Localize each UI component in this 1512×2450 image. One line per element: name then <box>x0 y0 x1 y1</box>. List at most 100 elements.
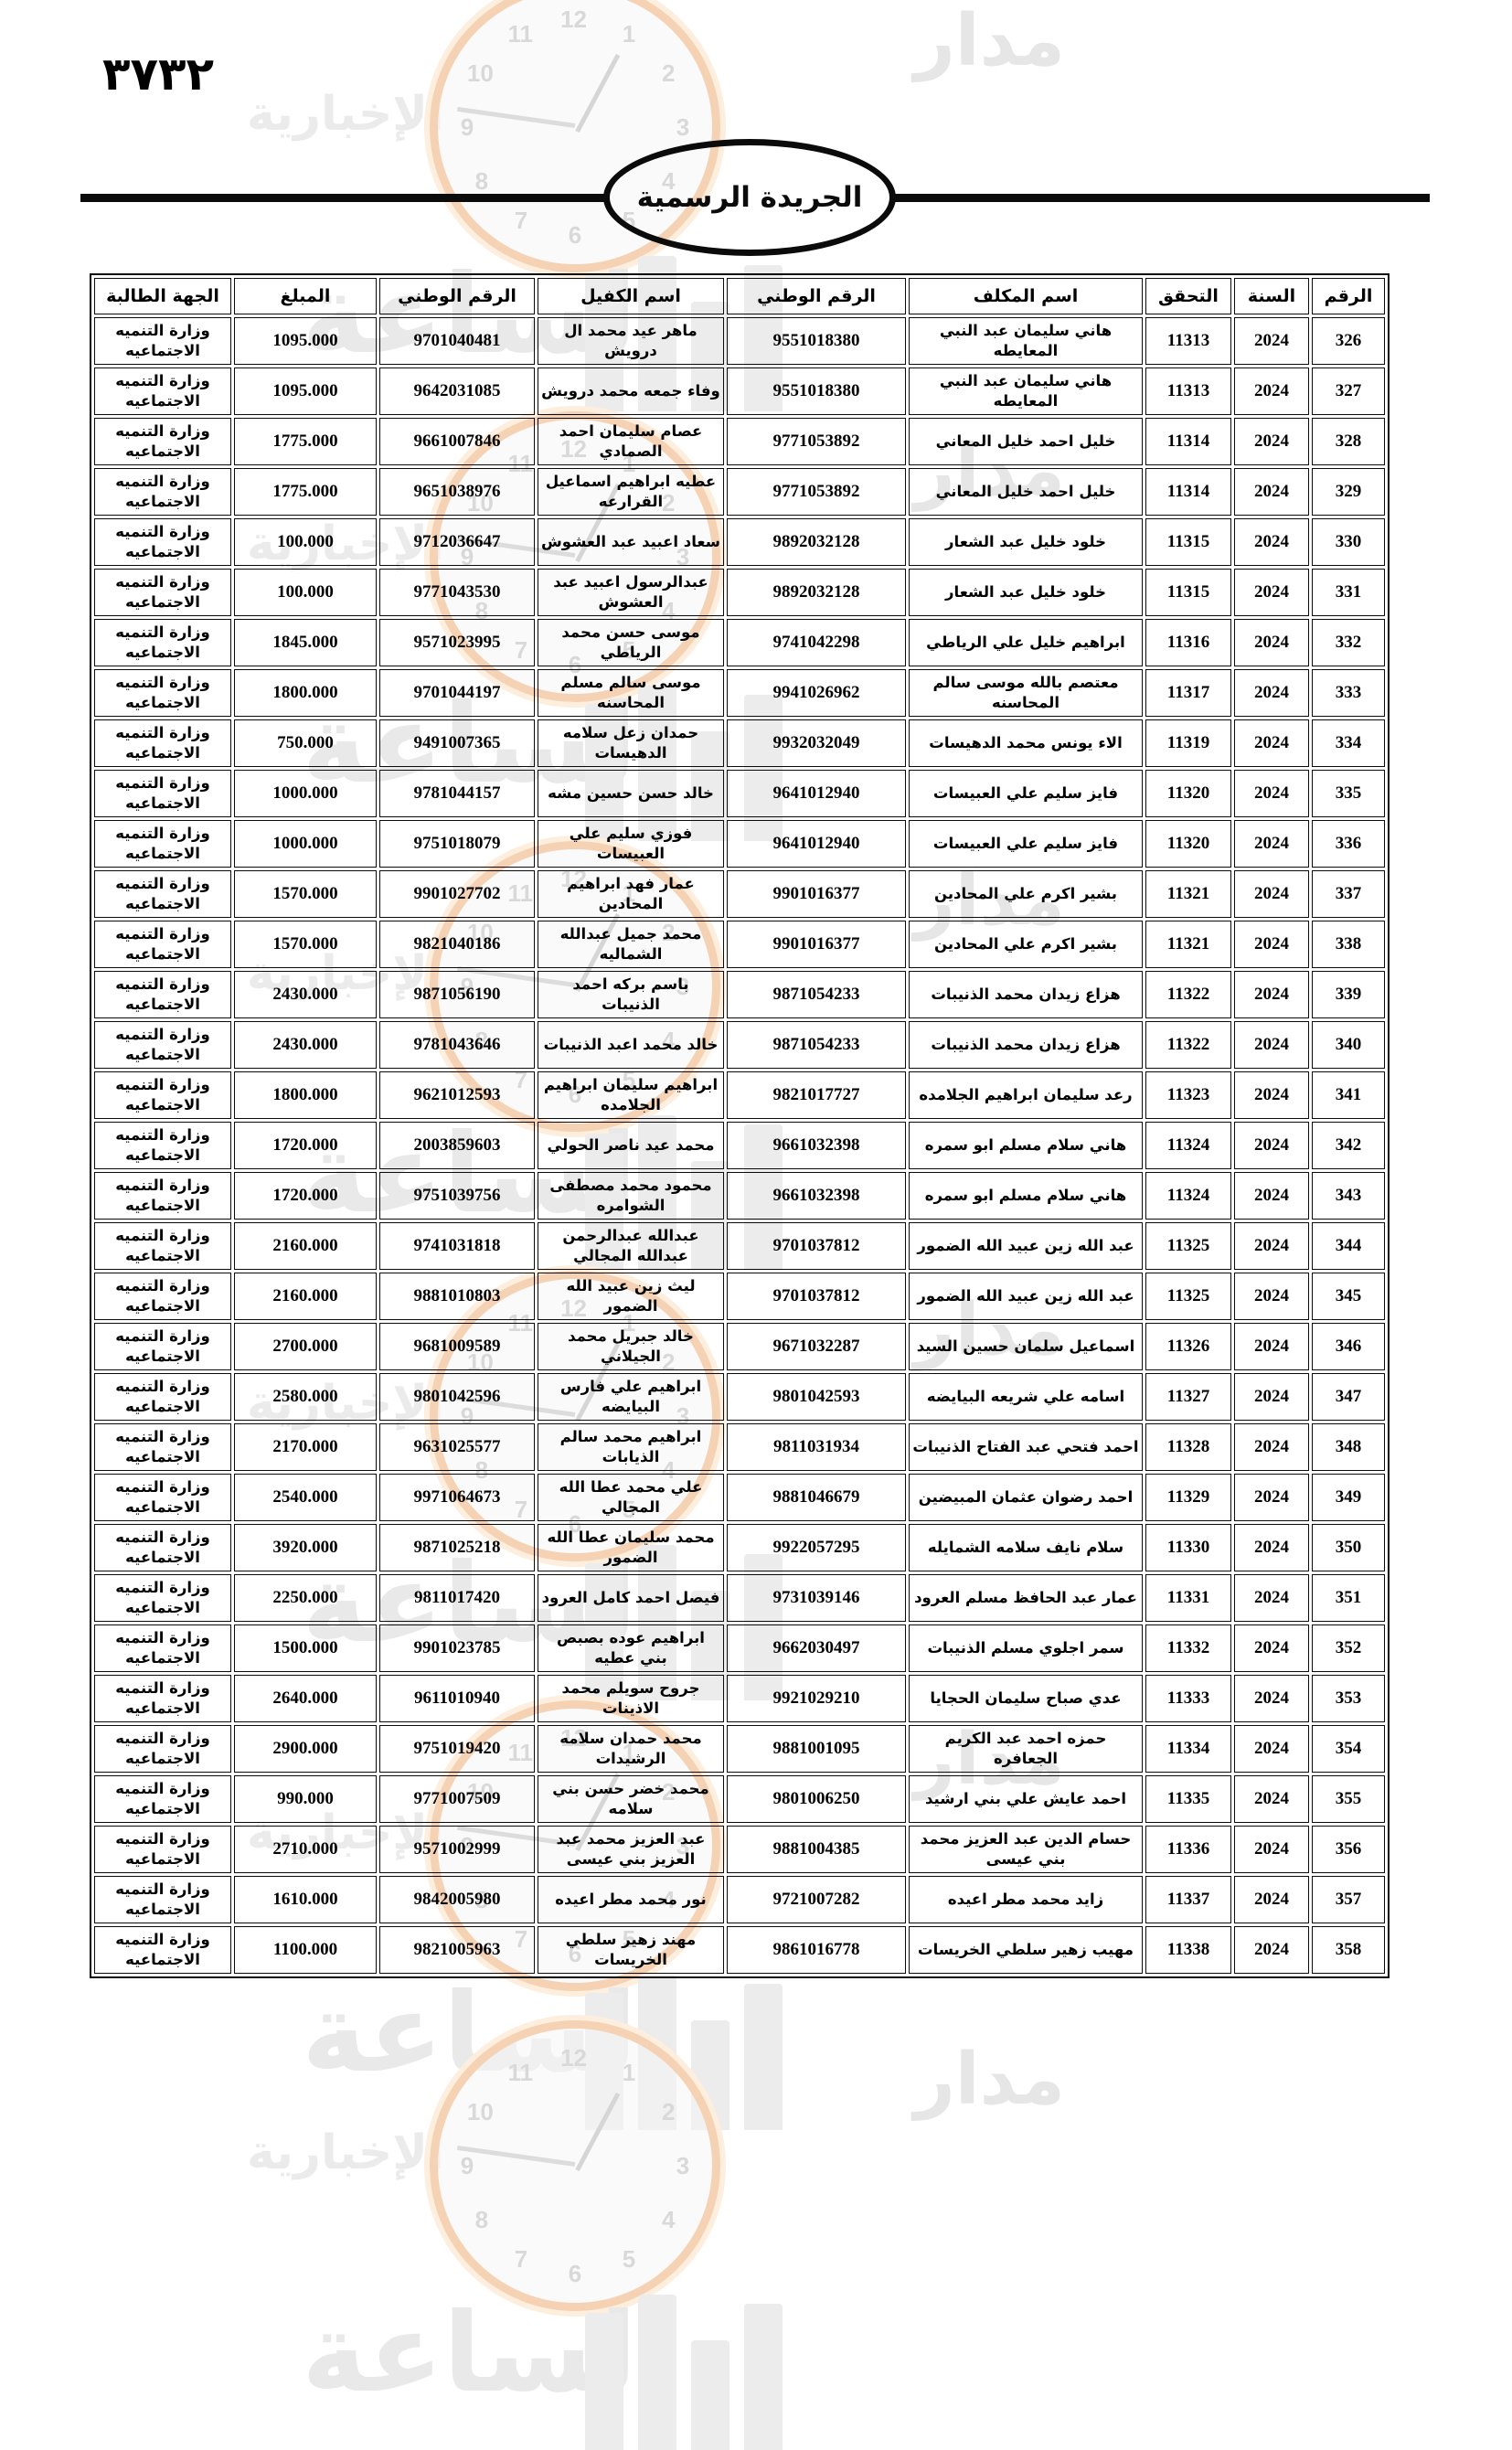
cell-year: 2024 <box>1234 1675 1309 1722</box>
table-row: 332 2024 11316 ابراهيم خليل علي الرياطي … <box>94 619 1385 666</box>
cell-guarantor-name: ابراهيم محمد سالم الذيابات <box>538 1423 724 1471</box>
cell-serial: 343 <box>1312 1172 1385 1220</box>
cell-taxpayer-name: احمد فتحي عبد الفتاح الذنيبات <box>909 1423 1143 1471</box>
cell-amount: 2160.000 <box>234 1222 377 1270</box>
column-header: التحقق <box>1145 278 1231 314</box>
cell-amount: 1720.000 <box>234 1122 377 1169</box>
cell-year: 2024 <box>1234 1775 1309 1823</box>
table-row: 329 2024 11314 خليل احمد خليل المعاني 97… <box>94 468 1385 516</box>
cell-taxpayer-national-id: 9871054233 <box>727 1021 906 1069</box>
cell-serial: 328 <box>1312 418 1385 465</box>
watermark-word-madar: مدار <box>914 1289 1065 1371</box>
table-row: 346 2024 11326 اسماعيل سلمان حسين السيد … <box>94 1323 1385 1370</box>
table-row: 337 2024 11321 بشير اكرم علي المحادين 99… <box>94 870 1385 918</box>
cell-year: 2024 <box>1234 1273 1309 1320</box>
cell-guarantor-name: ابراهيم سليمان ابراهيم الجلامده <box>538 1071 724 1119</box>
cell-verification: 11336 <box>1145 1826 1231 1873</box>
cell-serial: 344 <box>1312 1222 1385 1270</box>
cell-guarantor-name: علي محمد عطا الله المجالي <box>538 1474 724 1521</box>
cell-amount: 1800.000 <box>234 669 377 717</box>
cell-guarantor-national-id: 9801042596 <box>379 1373 535 1421</box>
cell-guarantor-national-id: 9571002999 <box>379 1826 535 1873</box>
cell-year: 2024 <box>1234 1071 1309 1119</box>
cell-authority: وزارة التنميه الاجتماعيه <box>94 1373 231 1421</box>
clock-number: 1 <box>622 19 636 48</box>
cell-taxpayer-name: ابراهيم خليل علي الرياطي <box>909 619 1143 666</box>
clock-number: 4 <box>661 1027 676 1054</box>
clock-number: 8 <box>474 597 489 624</box>
cell-guarantor-name: وفاء جمعه محمد درويش <box>538 368 724 415</box>
cell-authority: وزارة التنميه الاجتماعيه <box>94 971 231 1018</box>
cell-authority: وزارة التنميه الاجتماعيه <box>94 468 231 516</box>
cell-serial: 333 <box>1312 669 1385 717</box>
clock-number: 8 <box>474 2206 489 2233</box>
cell-taxpayer-national-id: 9662030497 <box>727 1624 906 1672</box>
cell-serial: 337 <box>1312 870 1385 918</box>
cell-amount: 1095.000 <box>234 368 377 415</box>
watermark-item: الإخبارية مدار 12 1 2 3 4 5 6 7 8 9 10 11 الساعة <box>0 2020 1512 2450</box>
cell-verification: 11319 <box>1145 719 1231 767</box>
cell-guarantor-national-id: 2003859603 <box>379 1122 535 1169</box>
cell-amount: 1775.000 <box>234 468 377 516</box>
cell-verification: 11314 <box>1145 418 1231 465</box>
cell-authority: وزارة التنميه الاجتماعيه <box>94 418 231 465</box>
cell-year: 2024 <box>1234 1474 1309 1521</box>
cell-taxpayer-name: عبد الله زين عبيد الله الضمور <box>909 1273 1143 1320</box>
clock-number: 5 <box>622 1066 636 1094</box>
cell-guarantor-name: خالد حسن حسين مشه <box>538 770 724 817</box>
cell-serial: 334 <box>1312 719 1385 767</box>
cell-taxpayer-national-id: 9921029210 <box>727 1675 906 1722</box>
clock-number: 5 <box>622 2245 636 2274</box>
cell-verification: 11313 <box>1145 368 1231 415</box>
cell-taxpayer-name: هزاع زيدان محمد الذنيبات <box>909 971 1143 1018</box>
clock-number: 4 <box>661 2206 676 2233</box>
cell-year: 2024 <box>1234 770 1309 817</box>
cell-serial: 341 <box>1312 1071 1385 1119</box>
watermark-bars <box>585 2295 823 2450</box>
cell-serial: 342 <box>1312 1122 1385 1169</box>
table-row: 344 2024 11325 عبد الله زين عبيد الله ال… <box>94 1222 1385 1270</box>
cell-guarantor-national-id: 9901023785 <box>379 1624 535 1672</box>
cell-taxpayer-national-id: 9892032128 <box>727 569 906 616</box>
cell-taxpayer-name: بشير اكرم علي المحادين <box>909 870 1143 918</box>
clock-number: 6 <box>568 651 582 678</box>
cell-serial: 355 <box>1312 1775 1385 1823</box>
clock-number: 6 <box>568 1940 582 1967</box>
cell-amount: 2640.000 <box>234 1675 377 1722</box>
clock-number: 7 <box>514 1066 528 1094</box>
cell-taxpayer-national-id: 9701037812 <box>727 1222 906 1270</box>
cell-guarantor-national-id: 9771043530 <box>379 569 535 616</box>
clock-number: 2 <box>661 2098 676 2125</box>
cell-serial: 348 <box>1312 1423 1385 1471</box>
cell-verification: 11315 <box>1145 569 1231 616</box>
cell-year: 2024 <box>1234 1826 1309 1873</box>
cell-taxpayer-name: حسام الدين عبد العزيز محمد بني عيسى <box>909 1826 1143 1873</box>
cell-guarantor-name: عطيه ابراهيم اسماعيل القرارعه <box>538 468 724 516</box>
cell-guarantor-national-id: 9781044157 <box>379 770 535 817</box>
cell-amount: 2250.000 <box>234 1574 377 1622</box>
header-row: الرقم السنة التحقق اسم المكلف الرقم الوطني اس… <box>94 278 1385 314</box>
cell-guarantor-national-id: 9751019420 <box>379 1725 535 1773</box>
cell-verification: 11338 <box>1145 1926 1231 1974</box>
table-row: 328 2024 11314 خليل احمد خليل المعاني 97… <box>94 418 1385 465</box>
cell-guarantor-name: محمود محمد مصطفى الشوامره <box>538 1172 724 1220</box>
cell-guarantor-national-id: 9821040186 <box>379 921 535 968</box>
table-row: 330 2024 11315 خلود خليل عبد الشعار 9892… <box>94 518 1385 566</box>
cell-amount: 1095.000 <box>234 317 377 365</box>
cell-guarantor-national-id: 9751039756 <box>379 1172 535 1220</box>
cell-verification: 11316 <box>1145 619 1231 666</box>
cell-year: 2024 <box>1234 921 1309 968</box>
clock-number: 10 <box>466 489 494 517</box>
cell-guarantor-national-id: 9781043646 <box>379 1021 535 1069</box>
table-row: 335 2024 11320 فايز سليم علي العبيسات 96… <box>94 770 1385 817</box>
cell-taxpayer-national-id: 9551018380 <box>727 317 906 365</box>
cell-verification: 11334 <box>1145 1725 1231 1773</box>
cell-guarantor-national-id: 9712036647 <box>379 518 535 566</box>
table-row: 353 2024 11333 عدي صباح سليمان الحجايا 9… <box>94 1675 1385 1722</box>
cell-authority: وزارة التنميه الاجتماعيه <box>94 619 231 666</box>
title-ellipse: الجريدة الرسمية <box>603 139 896 256</box>
watermark-word-madar: مدار <box>914 430 1065 512</box>
cell-serial: 354 <box>1312 1725 1385 1773</box>
table-row: 348 2024 11328 احمد فتحي عبد الفتاح الذن… <box>94 1423 1385 1471</box>
cell-taxpayer-name: هزاع زيدان محمد الذنيبات <box>909 1021 1143 1069</box>
